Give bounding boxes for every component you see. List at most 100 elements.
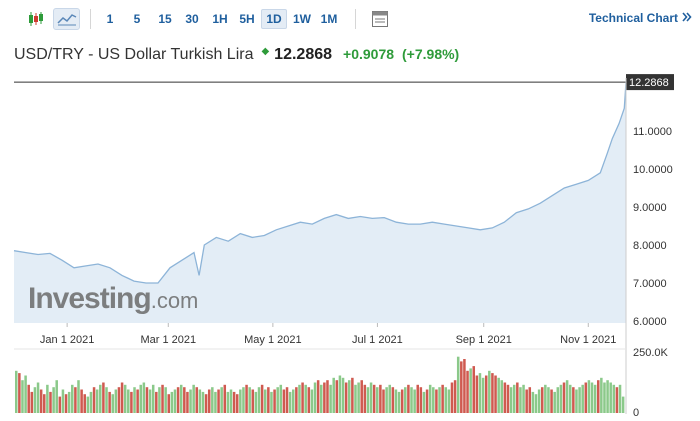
volume-bar (254, 391, 258, 413)
volume-bar (587, 380, 591, 413)
volume-bar (528, 387, 532, 413)
volume-bar (43, 394, 46, 413)
last-price: 12.2868 (274, 46, 333, 63)
volume-bar (217, 389, 220, 413)
volume-bar (39, 389, 43, 413)
volume-bar (99, 384, 102, 413)
x-tick-label: Sep 1 2021 (456, 334, 512, 346)
volume-bar (239, 389, 242, 413)
volume-bar (21, 380, 24, 413)
volume-bar (207, 389, 211, 413)
volume-bar (223, 384, 227, 413)
technical-chart-link[interactable]: Technical Chart (589, 11, 692, 25)
volume-bar (544, 384, 547, 413)
volume-bar (27, 384, 30, 413)
volume-bar (108, 391, 111, 413)
volume-bar (609, 382, 612, 413)
volume-bar (540, 387, 544, 413)
volume-bar (282, 389, 286, 413)
timeframe-1h[interactable]: 1H (212, 12, 228, 26)
timeframe-1w[interactable]: 1W (293, 12, 311, 26)
volume-bar (369, 382, 373, 413)
volume-bar (410, 387, 413, 413)
volume-bar (612, 384, 616, 413)
volume-bar (67, 391, 71, 413)
volume-bar (102, 382, 105, 413)
price-area-fill (14, 82, 626, 323)
volume-bar (301, 382, 304, 413)
volume-bar (385, 387, 388, 413)
volume-bar (74, 387, 77, 413)
volume-bar (447, 389, 451, 413)
timeframe-1m[interactable]: 1M (320, 12, 338, 26)
volume-bar (394, 389, 398, 413)
volume-bar (136, 389, 139, 413)
volume-bar (204, 394, 208, 413)
timeframe-1[interactable]: 1 (106, 12, 114, 26)
volume-bar (512, 384, 516, 413)
timeframe-5h[interactable]: 5H (239, 12, 255, 26)
timeframe-5[interactable]: 5 (133, 12, 141, 26)
volume-tick-label: 0 (633, 407, 639, 419)
volume-bar (428, 384, 432, 413)
settings-panel-icon[interactable] (368, 8, 392, 30)
volume-bar (488, 370, 491, 413)
volume-bar (606, 380, 609, 413)
watermark-brand: Investing (28, 282, 152, 315)
area-chart-icon[interactable] (53, 8, 80, 30)
volume-bar (559, 384, 563, 413)
volume-bar (329, 384, 332, 413)
price-change-percent: (+7.98%) (402, 46, 460, 62)
volume-bar (257, 387, 261, 413)
volume-bar (24, 375, 27, 413)
volume-bar (95, 389, 99, 413)
x-tick-label: Jan 1 2021 (40, 334, 94, 346)
volume-bar (475, 375, 479, 413)
volume-bar (575, 389, 578, 413)
volume-bar (453, 380, 457, 413)
volume-bar (469, 368, 472, 413)
investing-watermark: Investing.com (28, 282, 198, 316)
volume-bar (593, 384, 597, 413)
volume-bar (456, 356, 460, 413)
timeframe-1d[interactable]: 1D (261, 9, 287, 29)
volume-bar (226, 391, 230, 413)
volume-bar (307, 387, 311, 413)
volume-bar (450, 382, 454, 413)
volume-bar (111, 394, 114, 413)
technical-chart-label: Technical Chart (588, 11, 678, 25)
volume-bar (52, 387, 55, 413)
volume-bar (404, 387, 407, 413)
volume-bar (285, 387, 289, 413)
volume-bar (201, 391, 205, 413)
volume-bar (242, 387, 245, 413)
toolbar-separator (355, 9, 356, 29)
volume-bar (348, 380, 351, 413)
volume-bar (534, 394, 538, 413)
volume-bar (618, 384, 622, 413)
volume-bar (379, 384, 382, 413)
candlestick-icon[interactable] (24, 8, 48, 30)
volume-bar (338, 375, 342, 413)
up-arrow-icon: ◆ (261, 46, 270, 57)
volume-bar (310, 389, 314, 413)
volume-bar (49, 391, 52, 413)
volume-bar (18, 373, 21, 413)
volume-bar (422, 391, 426, 413)
volume-bar (556, 387, 560, 413)
timeframe-15[interactable]: 15 (158, 12, 172, 26)
volume-bar (547, 387, 550, 413)
volume-bar (600, 377, 603, 413)
volume-bar (519, 387, 522, 413)
volume-bar (525, 389, 528, 413)
volume-bar (214, 391, 217, 413)
volume-bar (565, 380, 569, 413)
volume-bar (263, 389, 267, 413)
volume-bar (186, 391, 189, 413)
timeframe-30[interactable]: 30 (185, 12, 199, 26)
volume-bar (438, 387, 441, 413)
y-tick-label: 11.0000 (633, 126, 672, 138)
volume-bar (572, 387, 575, 413)
price-line (13, 82, 627, 284)
